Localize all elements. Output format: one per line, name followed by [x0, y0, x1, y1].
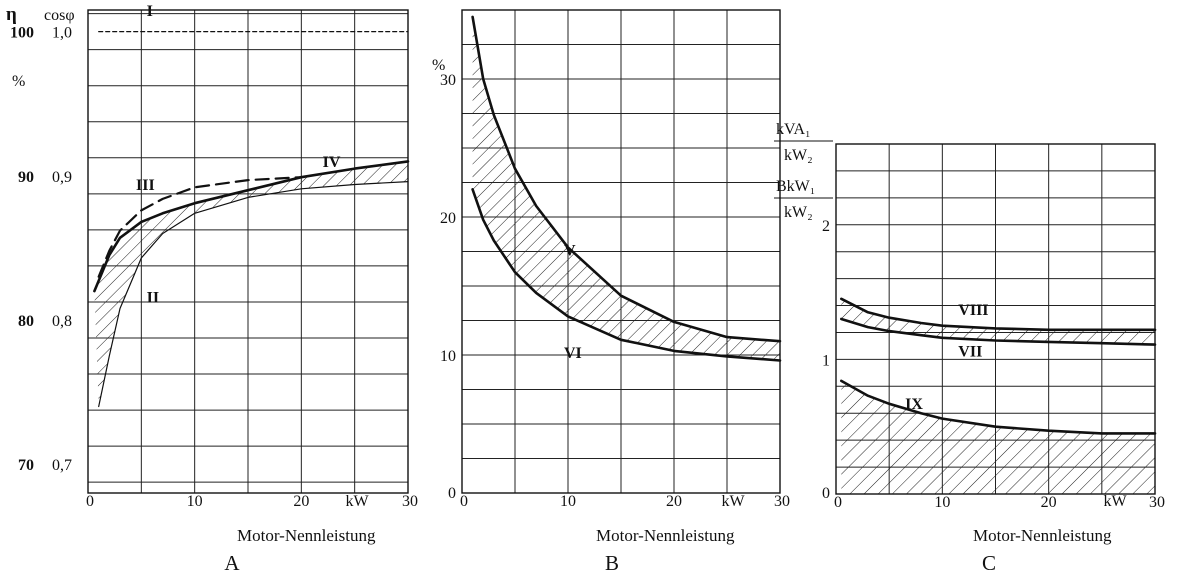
y-left-tick-label: 90 [18, 169, 34, 186]
series-line-vii [840, 317, 1157, 346]
y-right-tick-label: 1,0 [52, 25, 72, 42]
panel-c-x-unit: kW [1103, 493, 1127, 510]
x-tick-label: 0 [86, 493, 94, 510]
x-tick-label: 20 [293, 493, 309, 510]
panel-b-label: B [605, 551, 619, 573]
panel-a-hatched-band [94, 161, 409, 407]
y-left-tick-label: 70 [18, 457, 34, 474]
panel-c-y-ticks: 0 1 2 [822, 218, 830, 502]
y-left-tick-label: 80 [18, 313, 34, 330]
panel-c-hatched-bands [841, 298, 1155, 494]
panel-a-eta-unit: % [12, 73, 25, 90]
series-label-iii: III [136, 177, 155, 194]
panel-b-xlabel: Motor-Nennleistung [596, 526, 735, 545]
series-line-v [471, 15, 782, 343]
panel-a-x-ticks: 0 10 20 30 [86, 493, 418, 510]
panel-b-series-labels: V VI [564, 243, 582, 362]
panel-b-x-ticks: 0 10 20 30 [460, 493, 790, 510]
panel-c-ylabel-2-num: BkW₁ [776, 178, 815, 195]
panel-a-cosphi-label: cosφ [44, 7, 75, 24]
panel-b-y-unit: % [432, 57, 445, 74]
series-label-vi: VI [564, 345, 582, 362]
y-tick-label: 0 [822, 485, 830, 502]
panel-c-ylabel-1-den: kW₂ [784, 147, 813, 164]
y-right-tick-label: 0,7 [52, 457, 72, 474]
y-tick-label: 1 [822, 352, 830, 369]
panel-c-xlabel: Motor-Nennleistung [973, 526, 1112, 545]
panel-a-lines [93, 31, 410, 408]
panel-b-x-unit: kW [721, 493, 745, 510]
x-tick-label: 20 [1041, 494, 1057, 511]
panel-c-lines [840, 297, 1157, 435]
series-label-iv: IV [323, 154, 341, 171]
panel-c-ylabel-2-den: kW₂ [784, 204, 813, 221]
panel-b-y-ticks: 10 20 30 0 [440, 72, 456, 502]
x-tick-label: 30 [402, 493, 418, 510]
hatched-band-2 [841, 380, 1155, 494]
x-tick-label: 0 [834, 494, 842, 511]
series-label-i: I [147, 3, 153, 20]
hatched-band-1 [472, 16, 780, 361]
panel-a-xlabel: Motor-Nennleistung [237, 526, 376, 545]
panel-c-x-ticks: 0 10 20 30 [834, 494, 1165, 511]
panel-a-frame [87, 9, 409, 494]
series-label-vii: VII [958, 344, 982, 361]
panel-a-x-unit: kW [345, 493, 369, 510]
y-tick-label: 2 [822, 218, 830, 235]
panel-b-hatched-band [472, 16, 780, 361]
series-line-viii [840, 297, 1157, 332]
panel-b-lines [471, 15, 782, 362]
panel-c-ylabel-1-num: kVA₁ [776, 121, 811, 138]
x-tick-label: 0 [460, 493, 468, 510]
y-left-tick-label: 100 [10, 25, 34, 42]
panel-a-y-ticks: 70 0,7 80 0,8 90 0,9 100 1,0 [10, 25, 72, 475]
panel-c-frame [835, 143, 1156, 495]
y-tick-label: 30 [440, 72, 456, 89]
hatched-band-1 [94, 161, 409, 407]
panel-b-frame [461, 9, 781, 494]
series-label-v: V [564, 243, 576, 260]
x-tick-label: 10 [187, 493, 203, 510]
panel-c-label: C [982, 551, 996, 573]
panel-a-eta-label: η [6, 4, 17, 25]
y-right-tick-label: 0,8 [52, 313, 72, 330]
series-label-ii: II [147, 290, 159, 307]
x-tick-label: 20 [666, 493, 682, 510]
panel-a-label: A [224, 551, 240, 573]
x-tick-label: 10 [560, 493, 576, 510]
x-tick-label: 30 [1149, 494, 1165, 511]
x-tick-label: 10 [934, 494, 950, 511]
chart-panel-c: kVA₁ kW₂ BkW₁ kW₂ 0 1 2 0 10 20 30 kW Motor-N… [774, 121, 1165, 573]
series-line-iv [93, 160, 410, 293]
y-tick-label: 0 [448, 485, 456, 502]
series-line-vi [471, 188, 782, 362]
y-tick-label: 10 [440, 348, 456, 365]
y-right-tick-label: 0,9 [52, 169, 72, 186]
series-line-iii [97, 176, 303, 278]
x-tick-label: 30 [774, 493, 790, 510]
hatched-band-1 [841, 298, 1155, 345]
series-label-viii: VIII [958, 302, 988, 319]
series-line-ix [840, 379, 1157, 435]
series-line-ii [98, 181, 409, 408]
chart-panel-a: η cosφ % 70 0,7 80 0,8 90 0,9 100 1,0 0 10 20 30 k… [6, 3, 418, 573]
series-label-ix: IX [905, 396, 923, 413]
y-tick-label: 20 [440, 210, 456, 227]
panel-c-series-labels: VIII VII IX [905, 302, 988, 413]
